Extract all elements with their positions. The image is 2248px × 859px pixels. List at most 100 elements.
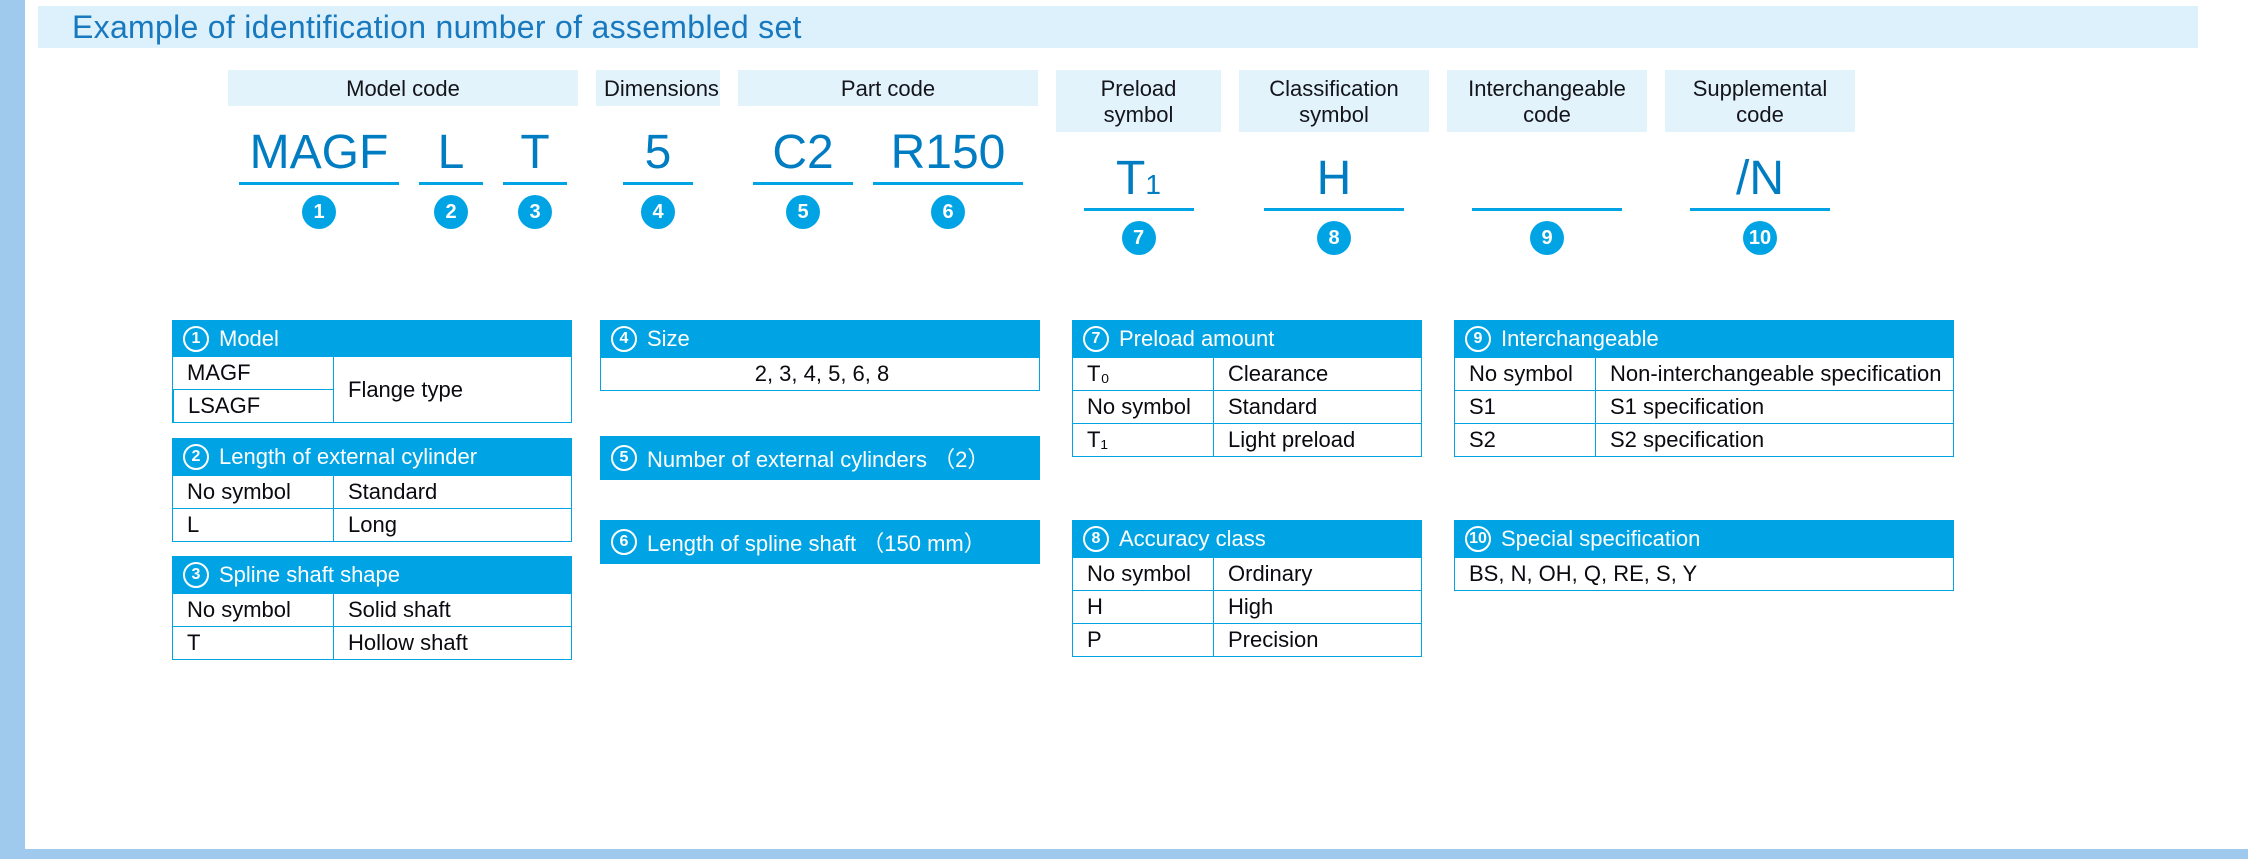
info-head: 9 Interchangeable [1455, 321, 1953, 357]
info-row: No symbolStandard [1073, 390, 1421, 423]
code-slot: C2 [753, 128, 853, 185]
slot-badge: 1 [302, 195, 336, 229]
slot-badge: 5 [786, 195, 820, 229]
spec-group: Supplemental code/N10 [1665, 70, 1855, 255]
info-cell: BS, N, OH, Q, RE, S, Y [1455, 558, 1953, 590]
info-title: Length of external cylinder [219, 444, 477, 470]
info-cell: L [173, 509, 333, 541]
group-label: Model code [228, 70, 578, 106]
info-row: No symbolStandard [173, 475, 571, 508]
info-head: 6Length of spline shaft （150 mm） [601, 521, 1039, 563]
info-cell: T₁ [1073, 424, 1213, 456]
slot-column: 54 [623, 128, 693, 229]
info-cell: Precision [1213, 624, 1421, 656]
info-cell: Standard [333, 476, 571, 508]
code-slot: H [1264, 154, 1404, 211]
group-label: Dimensions [596, 70, 720, 106]
info-box-2: 2 Length of external cylinder No symbolSta… [172, 438, 572, 542]
info-cell: T [173, 627, 333, 659]
info-box-3: 3Spline shaft shapeNo symbolSolid shaftT… [172, 556, 572, 660]
info-head: 10 Special specification [1455, 521, 1953, 557]
info-badge: 5 [611, 445, 637, 471]
info-row: HHigh [1073, 590, 1421, 623]
info-badge: 10 [1465, 526, 1491, 552]
info-cell: LSAGF [173, 389, 333, 422]
code-slot: MAGF [239, 128, 399, 185]
group-label: Part code [738, 70, 1038, 106]
page-title: Example of identification number of asse… [38, 6, 2198, 48]
info-row: No symbolSolid shaft [173, 593, 571, 626]
info-cell: No symbol [1073, 391, 1213, 423]
info-title: Number of external cylinders （2） [647, 442, 989, 474]
info-head: 1Model [173, 321, 571, 357]
info-cell: Hollow shaft [333, 627, 571, 659]
info-row: THollow shaft [173, 626, 571, 659]
spec-group: Preload symbolT17 [1056, 70, 1221, 255]
info-row: No symbolOrdinary [1073, 557, 1421, 590]
slot-column: T17 [1084, 154, 1194, 255]
info-cell: S1 specification [1595, 391, 1953, 423]
info-cell: P [1073, 624, 1213, 656]
slot-badge: 4 [641, 195, 675, 229]
code-slot: R150 [873, 128, 1023, 185]
info-cell: Clearance [1213, 358, 1421, 390]
slot-column: C25 [753, 128, 853, 229]
info-badge: 2 [183, 444, 209, 470]
slot-badge: 3 [518, 195, 552, 229]
info-title: Spline shaft shape [219, 562, 400, 588]
info-cell: Light preload [1213, 424, 1421, 456]
info-title: Preload amount [1119, 326, 1274, 352]
spec-group: Dimensions54 [596, 70, 720, 255]
info-box-4: 4Size2, 3, 4, 5, 6, 8 [600, 320, 1040, 391]
spec-group: Model code MAGF 1 L2 T 3 [228, 70, 578, 255]
slot-column: /N10 [1690, 154, 1830, 255]
info-head: 7Preload amount [1073, 321, 1421, 357]
code-slot: 5 [623, 128, 693, 185]
info-cell: No symbol [173, 476, 333, 508]
slot-badge: 10 [1743, 221, 1777, 255]
info-cell: MAGF [173, 357, 333, 389]
info-cell: 2, 3, 4, 5, 6, 8 [601, 358, 1039, 390]
info-cell: No symbol [1455, 358, 1595, 390]
info-title: Length of spline shaft （150 mm） [647, 526, 986, 558]
info-cell: No symbol [173, 594, 333, 626]
group-label: Classification symbol [1239, 70, 1429, 132]
code-slot [1472, 154, 1622, 211]
slot-column: 9 [1472, 154, 1622, 255]
info-cell: T₀ [1073, 358, 1213, 390]
info-head: 2 Length of external cylinder [173, 439, 571, 475]
info-row: S1S1 specification [1455, 390, 1953, 423]
slot-badge: 9 [1530, 221, 1564, 255]
info-head: 4Size [601, 321, 1039, 357]
info-head: 5 Number of external cylinders （2） [601, 437, 1039, 479]
info-cell: Standard [1213, 391, 1421, 423]
slot-column: H8 [1264, 154, 1404, 255]
slot-column: L2 [419, 128, 483, 229]
info-title: Interchangeable [1501, 326, 1659, 352]
info-cell: Long [333, 509, 571, 541]
info-row: PPrecision [1073, 623, 1421, 656]
info-box-9: 9 Interchangeable No symbolNon-interchange… [1454, 320, 1954, 457]
info-box-1: 1ModelMAGFLSAGFFlange type [172, 320, 572, 423]
info-cell: No symbol [1073, 558, 1213, 590]
code-slot: T [503, 128, 567, 185]
info-cell: S1 [1455, 391, 1595, 423]
info-cell: High [1213, 591, 1421, 623]
slot-badge: 7 [1122, 221, 1156, 255]
info-row: LLong [173, 508, 571, 541]
info-row: No symbolNon-interchangeable specificati… [1455, 357, 1953, 390]
code-slot: T1 [1084, 154, 1194, 211]
group-label: Supplemental code [1665, 70, 1855, 132]
info-row: BS, N, OH, Q, RE, S, Y [1455, 557, 1953, 590]
info-row: T₁Light preload [1073, 423, 1421, 456]
spec-group: Interchangeable code 9 [1447, 70, 1647, 255]
info-cell: Ordinary [1213, 558, 1421, 590]
slot-badge: 8 [1317, 221, 1351, 255]
info-title: Accuracy class [1119, 526, 1266, 552]
info-title: Model [219, 326, 279, 352]
info-badge: 9 [1465, 326, 1491, 352]
info-title: Special specification [1501, 526, 1700, 552]
title-text: Example of identification number of asse… [72, 9, 802, 46]
spec-group: Part codeC25R1506 [738, 70, 1038, 255]
info-box-10: 10 Special specification BS, N, OH, Q, RE,… [1454, 520, 1954, 591]
